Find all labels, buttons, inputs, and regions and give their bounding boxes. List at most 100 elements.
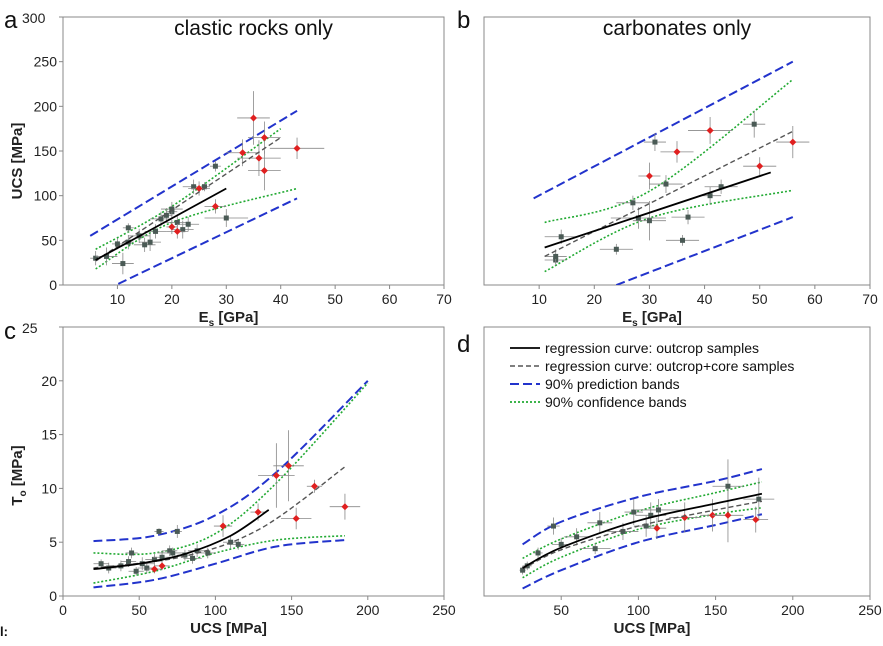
confidence-band-lower bbox=[93, 534, 345, 584]
core-point bbox=[146, 564, 163, 574]
core-marker bbox=[285, 462, 293, 470]
core-point bbox=[248, 151, 281, 191]
outcrop-marker bbox=[163, 212, 169, 218]
x-tick-label: 40 bbox=[697, 291, 713, 307]
core-marker bbox=[168, 223, 176, 231]
outcrop-marker bbox=[707, 193, 713, 199]
core-point bbox=[712, 488, 744, 543]
prediction-band-upper bbox=[533, 60, 794, 200]
confidence-band-upper bbox=[93, 382, 369, 556]
core-marker bbox=[173, 227, 181, 235]
legend-label: 90% confidence bands bbox=[545, 394, 687, 410]
outcrop-marker bbox=[133, 568, 139, 574]
x-tick-label: 50 bbox=[131, 602, 147, 618]
core-point bbox=[660, 141, 694, 163]
y-tick-label: 200 bbox=[34, 98, 58, 114]
outcrop-point bbox=[125, 547, 138, 559]
outcrop-marker bbox=[643, 523, 649, 529]
regression-all-curve bbox=[522, 500, 763, 570]
plot-frame bbox=[483, 326, 871, 597]
core-marker bbox=[752, 516, 760, 524]
outcrop-marker bbox=[158, 216, 164, 222]
outcrop-point bbox=[111, 252, 134, 275]
outcrop-marker bbox=[646, 218, 652, 224]
core-marker bbox=[293, 144, 301, 152]
outcrop-marker bbox=[185, 221, 191, 227]
x-axis-label: Es [GPa] bbox=[199, 309, 259, 329]
panel-c: 0 50 100 150 200 250 0 5 10 15 20 c 25 UCS [MPa] To [M… bbox=[4, 318, 456, 637]
y-tick-label: 5 bbox=[49, 534, 57, 550]
outcrop-marker bbox=[620, 528, 626, 534]
outcrop-marker bbox=[174, 219, 180, 225]
core-marker bbox=[239, 149, 247, 157]
outcrop-marker bbox=[142, 242, 148, 248]
core-point bbox=[213, 515, 233, 537]
outcrop-point bbox=[743, 110, 766, 138]
core-marker bbox=[250, 114, 257, 122]
outcrop-marker bbox=[550, 523, 556, 529]
outcrop-marker bbox=[592, 546, 598, 552]
panel-title: clastic rocks only bbox=[174, 17, 333, 40]
regression-outcrop-curve bbox=[93, 509, 270, 570]
y-tick-label: 300 bbox=[22, 10, 46, 26]
outcrop-marker bbox=[174, 528, 180, 534]
core-point bbox=[269, 137, 325, 160]
panel-a: 10 20 30 40 50 60 70 0 50 100 150 200 250 a 300 clastic… bbox=[4, 7, 452, 329]
outcrop-marker bbox=[631, 509, 637, 515]
core-point bbox=[273, 430, 304, 502]
outcrop-point bbox=[209, 160, 221, 172]
regression-outcrop-curve bbox=[95, 187, 227, 261]
outcrop-marker bbox=[190, 555, 196, 561]
x-tick-label: 60 bbox=[807, 291, 823, 307]
outcrop-point bbox=[171, 220, 194, 239]
y-tick-label: 100 bbox=[34, 188, 58, 204]
outcrop-marker bbox=[652, 139, 658, 145]
outcrop-marker bbox=[663, 181, 669, 187]
outcrop-marker bbox=[167, 548, 173, 554]
outcrop-marker bbox=[156, 528, 162, 534]
panel-b: 10 20 30 40 50 60 70 b carbonates only Es [GPa] bbox=[457, 7, 878, 329]
outcrop-point bbox=[564, 528, 589, 546]
x-tick-label: 150 bbox=[704, 602, 728, 618]
y-tick-label: 0 bbox=[49, 277, 57, 293]
outcrop-marker bbox=[685, 214, 691, 220]
x-axis-label: UCS [MPa] bbox=[190, 620, 267, 637]
x-tick-label: 250 bbox=[858, 602, 882, 618]
core-marker bbox=[272, 471, 280, 479]
core-point bbox=[638, 162, 661, 190]
outcrop-point bbox=[632, 201, 666, 241]
x-tick-label: 20 bbox=[164, 291, 180, 307]
outcrop-marker bbox=[223, 215, 229, 221]
prediction-band-lower bbox=[113, 197, 298, 285]
core-marker bbox=[310, 482, 318, 490]
outcrop-marker bbox=[147, 239, 153, 245]
core-marker bbox=[724, 511, 732, 519]
panel-title: carbonates only bbox=[603, 17, 752, 40]
core-point bbox=[166, 224, 189, 239]
outcrop-marker bbox=[144, 565, 150, 571]
outcrop-point bbox=[743, 477, 775, 521]
x-tick-label: 70 bbox=[862, 291, 878, 307]
core-marker bbox=[341, 503, 349, 511]
x-tick-label: 30 bbox=[642, 291, 658, 307]
outcrop-point bbox=[122, 223, 134, 233]
outcrop-point bbox=[665, 234, 700, 246]
outcrop-point bbox=[177, 217, 200, 232]
plot-frame bbox=[62, 326, 445, 597]
x-tick-label: 50 bbox=[553, 602, 569, 618]
core-point bbox=[188, 181, 210, 196]
outcrop-point bbox=[93, 559, 109, 569]
outcrop-point bbox=[649, 175, 683, 193]
outcrop-marker bbox=[558, 234, 564, 240]
core-point bbox=[248, 121, 281, 154]
outcrop-marker bbox=[170, 550, 176, 556]
outcrop-marker bbox=[104, 253, 110, 259]
y-tick-label: 15 bbox=[41, 427, 57, 443]
plot-area bbox=[93, 380, 369, 589]
panel-d: 50 100 150 200 250 d UCS [MPa] regression curve… bbox=[457, 326, 882, 637]
outcrop-point bbox=[139, 233, 161, 252]
outcrop-point bbox=[95, 247, 118, 266]
outcrop-point bbox=[160, 201, 183, 217]
core-marker bbox=[158, 562, 166, 570]
outcrop-point bbox=[599, 243, 633, 255]
